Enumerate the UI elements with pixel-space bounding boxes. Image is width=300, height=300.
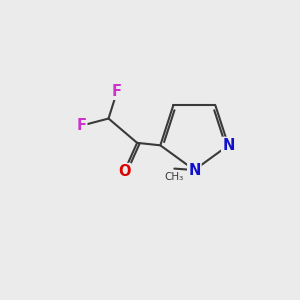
- Text: O: O: [118, 164, 130, 179]
- Text: CH₃: CH₃: [165, 172, 184, 182]
- Text: N: N: [188, 163, 200, 178]
- Text: N: N: [222, 138, 235, 153]
- Text: F: F: [76, 118, 86, 133]
- Text: F: F: [112, 84, 122, 99]
